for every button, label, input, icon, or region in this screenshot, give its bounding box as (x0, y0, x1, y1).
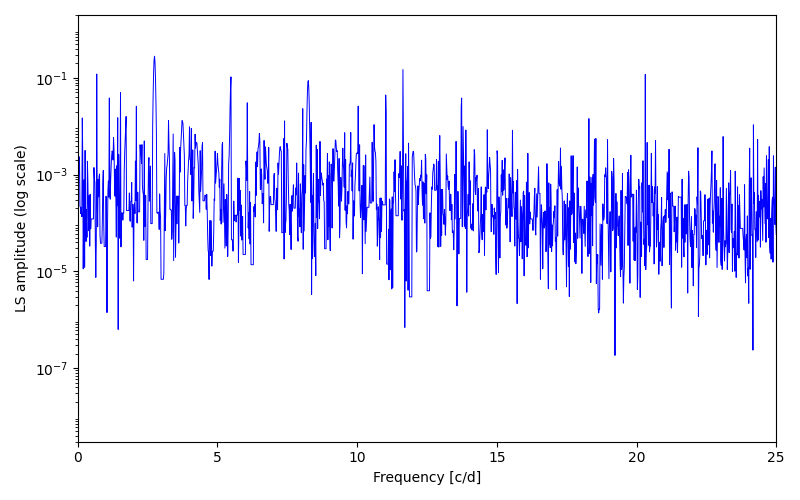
X-axis label: Frequency [c/d]: Frequency [c/d] (373, 471, 481, 485)
Y-axis label: LS amplitude (log scale): LS amplitude (log scale) (15, 144, 29, 312)
